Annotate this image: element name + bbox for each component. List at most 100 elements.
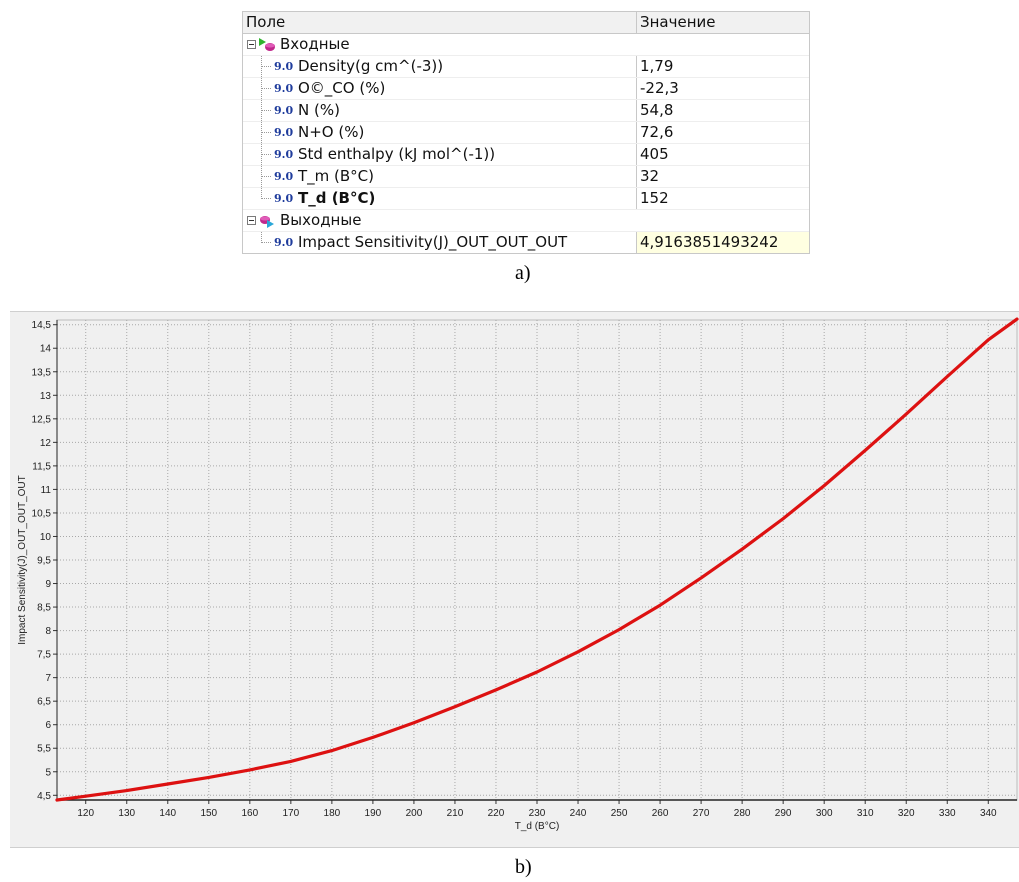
property-value[interactable]: 152 <box>636 188 809 209</box>
numeric-type-icon: 9.0 <box>274 236 294 249</box>
caption-b: b) <box>515 856 532 878</box>
y-tick-label: 10 <box>40 532 52 543</box>
y-tick-label: 13 <box>40 391 52 402</box>
line-chart[interactable]: 120 130 140 150 160 170 180 190 200 210 220 230 240 2… <box>10 312 1019 847</box>
property-label: Std enthalpy (kJ mol^(-1)) <box>298 145 496 163</box>
y-axis-label: Impact Sensitivity(J)_OUT_OUT_OUT <box>17 475 28 644</box>
output-group-label: Выходные <box>280 211 362 229</box>
x-tick-label: 230 <box>529 808 546 819</box>
numeric-type-icon: 9.0 <box>274 126 294 139</box>
x-tick-label: 150 <box>200 808 217 819</box>
property-value[interactable]: 405 <box>636 144 809 165</box>
x-tick-label: 270 <box>693 808 710 819</box>
property-value[interactable]: 1,79 <box>636 56 809 77</box>
y-tick-label: 9,5 <box>37 556 51 567</box>
y-tick-label: 9 <box>45 579 51 590</box>
x-tick-label: 190 <box>365 808 382 819</box>
property-value[interactable]: 72,6 <box>636 122 809 143</box>
y-tick-label: 7 <box>45 673 51 684</box>
x-tick-label: 320 <box>898 808 915 819</box>
series-line <box>55 317 1019 802</box>
y-tick-label: 7,5 <box>37 650 51 661</box>
y-tick-label: 12,5 <box>32 414 52 425</box>
chart-axes <box>53 320 1017 804</box>
x-tick-label: 200 <box>406 808 423 819</box>
x-tick-label: 330 <box>939 808 956 819</box>
y-tick-label: 4,5 <box>37 791 51 802</box>
property-label: N (%) <box>298 101 340 119</box>
y-tick-label: 11,5 <box>32 461 51 472</box>
x-tick-label: 140 <box>159 808 176 819</box>
property-value[interactable]: 32 <box>636 166 809 187</box>
collapse-toggle-icon[interactable] <box>247 40 256 49</box>
property-row[interactable]: 9.0 T_m (B°C) 32 <box>243 166 809 188</box>
x-tick-label: 120 <box>77 808 94 819</box>
y-tick-label: 5,5 <box>37 744 51 755</box>
numeric-type-icon: 9.0 <box>274 192 294 205</box>
output-value[interactable]: 4,9163851493242 <box>636 232 809 253</box>
chart-series <box>55 317 1019 802</box>
x-tick-label: 160 <box>241 808 258 819</box>
y-tick-label: 8 <box>45 626 51 637</box>
output-label: Impact Sensitivity(J)_OUT_OUT_OUT <box>298 233 568 251</box>
y-tick-labels: 4,5 5 5,5 6 6,5 7 7,5 8 8,5 9 9,5 10 10,5 11 11,5 12 12,… <box>32 320 52 802</box>
x-tick-label: 210 <box>447 808 464 819</box>
property-row[interactable]: 9.0 N+O (%) 72,6 <box>243 122 809 144</box>
x-tick-label: 310 <box>857 808 874 819</box>
property-label: T_d (B°C) <box>298 189 376 207</box>
chart-grid <box>56 319 1018 801</box>
x-tick-label: 260 <box>652 808 669 819</box>
input-group-icon <box>259 38 275 51</box>
caption-a: a) <box>515 262 531 284</box>
property-label: O©_CO (%) <box>298 79 386 97</box>
y-tick-label: 5 <box>45 767 51 778</box>
x-tick-label: 250 <box>611 808 628 819</box>
y-tick-label: 6 <box>45 720 51 731</box>
y-tick-label: 13,5 <box>32 367 52 378</box>
x-tick-label: 170 <box>283 808 300 819</box>
x-tick-label: 300 <box>816 808 833 819</box>
property-row[interactable]: 9.0 N (%) 54,8 <box>243 100 809 122</box>
property-value[interactable]: -22,3 <box>636 78 809 99</box>
y-tick-label: 10,5 <box>32 508 52 519</box>
field-column-header[interactable]: Поле <box>246 13 286 31</box>
x-tick-label: 180 <box>324 808 341 819</box>
numeric-type-icon: 9.0 <box>274 104 294 117</box>
input-group-row[interactable]: Входные <box>243 34 809 56</box>
numeric-type-icon: 9.0 <box>274 148 294 161</box>
value-column-header[interactable]: Значение <box>636 12 809 33</box>
x-tick-labels: 120 130 140 150 160 170 180 190 200 210 220 230 240 2… <box>77 808 997 819</box>
property-label: N+O (%) <box>298 123 365 141</box>
property-row[interactable]: 9.0 O©_CO (%) -22,3 <box>243 78 809 100</box>
numeric-type-icon: 9.0 <box>274 170 294 183</box>
grid-header: Поле Значение <box>243 12 809 34</box>
property-label: T_m (B°C) <box>298 167 375 185</box>
y-tick-label: 8,5 <box>37 603 51 614</box>
property-grid: Поле Значение Входные 9.0 Density(g cm^(… <box>242 11 810 254</box>
y-tick-label: 12 <box>40 438 52 449</box>
property-row[interactable]: 9.0 Density(g cm^(-3)) 1,79 <box>243 56 809 78</box>
x-tick-label: 240 <box>570 808 587 819</box>
input-group-label: Входные <box>280 35 350 53</box>
output-group-icon <box>260 216 274 228</box>
property-value[interactable]: 54,8 <box>636 100 809 121</box>
output-group-row[interactable]: Выходные <box>243 210 809 232</box>
x-tick-label: 290 <box>775 808 792 819</box>
y-tick-label: 11 <box>41 485 52 496</box>
numeric-type-icon: 9.0 <box>274 82 294 95</box>
y-tick-label: 6,5 <box>37 697 51 708</box>
x-tick-label: 220 <box>488 808 505 819</box>
y-tick-label: 14,5 <box>32 320 52 331</box>
output-row[interactable]: 9.0 Impact Sensitivity(J)_OUT_OUT_OUT 4,… <box>243 232 809 253</box>
property-row-selected[interactable]: 9.0 T_d (B°C) 152 <box>243 188 809 210</box>
property-row[interactable]: 9.0 Std enthalpy (kJ mol^(-1)) 405 <box>243 144 809 166</box>
numeric-type-icon: 9.0 <box>274 60 294 73</box>
x-tick-label: 130 <box>118 808 135 819</box>
x-tick-label: 340 <box>980 808 997 819</box>
y-tick-label: 14 <box>40 344 52 355</box>
property-label: Density(g cm^(-3)) <box>298 57 444 75</box>
x-axis-label: T_d (B°C) <box>515 821 560 832</box>
collapse-toggle-icon[interactable] <box>247 216 256 225</box>
x-tick-label: 280 <box>734 808 751 819</box>
chart-panel: 120 130 140 150 160 170 180 190 200 210 220 230 240 2… <box>10 311 1019 848</box>
